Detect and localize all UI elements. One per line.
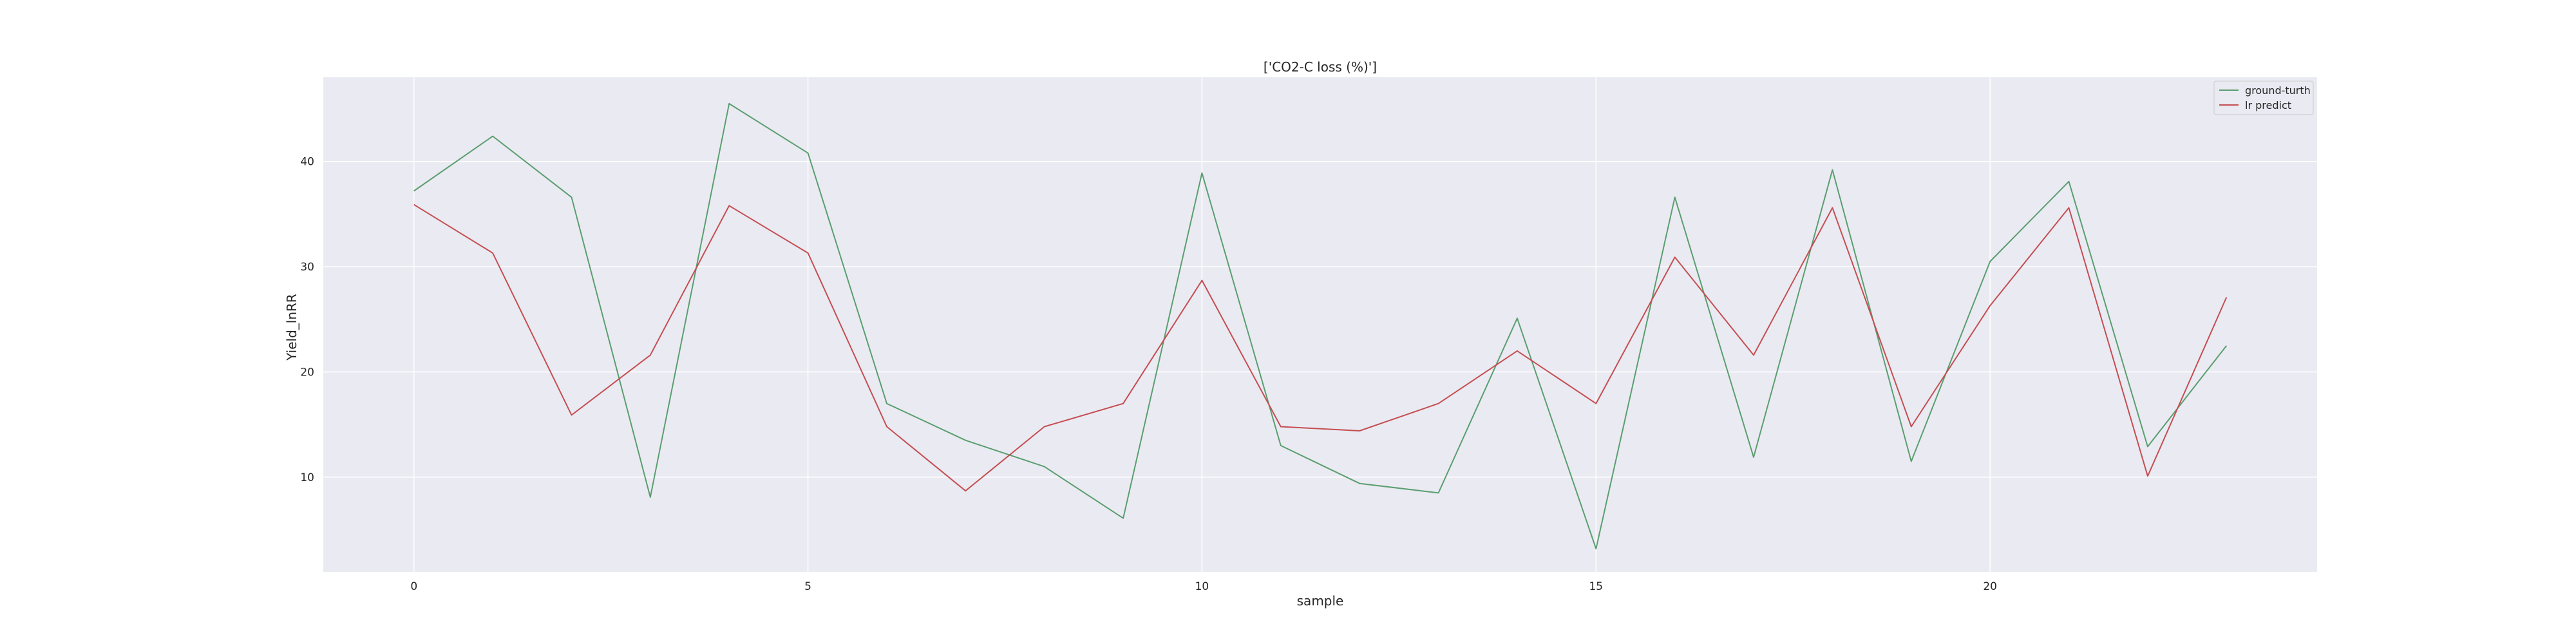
- y-tick-label: 20: [300, 366, 314, 379]
- y-axis-label: Yield_lnRR: [284, 294, 299, 361]
- series-line-lr-predict: [413, 204, 2228, 492]
- y-tick-label: 10: [300, 471, 314, 484]
- y-tick-label: 40: [300, 156, 314, 169]
- plot-background: [323, 77, 2317, 572]
- legend: ground-turth lr predict: [2213, 80, 2314, 115]
- x-tick-label: 0: [410, 580, 417, 593]
- legend-label-lr-predict: lr predict: [2245, 99, 2291, 111]
- y-tick-label: 30: [300, 261, 314, 274]
- legend-box: [2213, 80, 2314, 115]
- chart-title: ['CO2-C loss (%)']: [1264, 59, 1377, 75]
- grid-lines: [323, 77, 2317, 572]
- x-tick-label: 15: [1589, 580, 1603, 593]
- legend-label-ground-turth: ground-turth: [2245, 84, 2311, 97]
- x-axis-label: sample: [1297, 593, 1344, 609]
- tick-labels: 0 5 10 15 20 10 20 30 40: [300, 156, 1997, 593]
- series-lines: [413, 102, 2228, 550]
- x-tick-label: 10: [1195, 580, 1209, 593]
- x-tick-label: 20: [1983, 580, 1997, 593]
- series-line-ground-turth: [413, 102, 2228, 550]
- x-tick-label: 5: [804, 580, 811, 593]
